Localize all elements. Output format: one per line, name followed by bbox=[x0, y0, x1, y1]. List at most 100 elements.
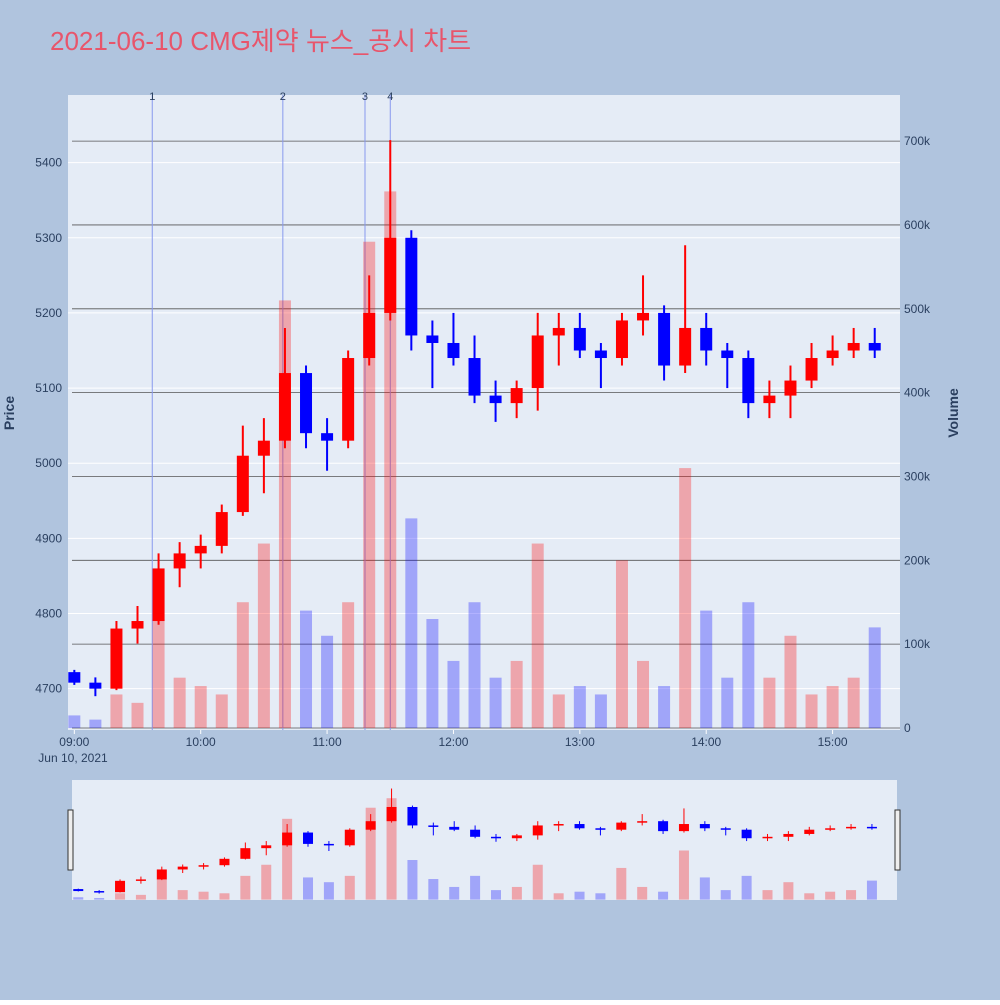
y2-tick-label: 300k bbox=[904, 469, 931, 483]
volume-bar bbox=[300, 610, 313, 728]
candle-body bbox=[68, 672, 81, 683]
x-tick-label: 11:00 bbox=[313, 735, 342, 749]
volume-bar bbox=[616, 867, 627, 900]
y-tick-label: 4900 bbox=[35, 531, 62, 545]
news-label: 4 bbox=[387, 91, 393, 103]
volume-bar bbox=[637, 886, 648, 900]
range-slider[interactable] bbox=[72, 780, 897, 900]
y-tick-label: 5300 bbox=[35, 231, 62, 245]
y2-tick-label: 400k bbox=[904, 386, 931, 400]
chart-title: 2021-06-10 CMG제약 뉴스_공시 차트 bbox=[50, 26, 471, 56]
y-tick-label: 4800 bbox=[35, 607, 62, 621]
volume-bar bbox=[720, 890, 731, 900]
y2-tick-label: 0 bbox=[904, 721, 911, 735]
volume-bar bbox=[763, 677, 776, 728]
candle-body bbox=[490, 836, 501, 839]
x-tick-label: 09:00 bbox=[59, 735, 89, 749]
volume-bar bbox=[866, 880, 877, 900]
volume-bar bbox=[342, 602, 355, 728]
volume-bar bbox=[721, 677, 734, 728]
x-tick-label: 15:00 bbox=[818, 735, 848, 749]
volume-bar bbox=[407, 860, 418, 900]
volume-bar bbox=[783, 882, 794, 900]
candle-body bbox=[365, 821, 376, 830]
candle-body bbox=[384, 237, 397, 313]
candle-body bbox=[552, 327, 565, 336]
volume-bar bbox=[257, 543, 270, 728]
candle-body bbox=[763, 395, 776, 404]
volume-bar bbox=[198, 891, 209, 900]
volume-bar bbox=[447, 660, 460, 728]
candle-body bbox=[177, 866, 188, 870]
candle-body bbox=[762, 836, 773, 839]
volume-bar bbox=[236, 602, 249, 728]
candle-body bbox=[94, 891, 105, 893]
candle-body bbox=[784, 380, 797, 396]
volume-bar bbox=[110, 694, 123, 728]
volume-bar bbox=[386, 798, 397, 900]
volume-bar bbox=[240, 875, 251, 900]
volume-bar bbox=[679, 468, 692, 728]
volume-bar bbox=[115, 893, 126, 900]
candle-body bbox=[616, 822, 627, 830]
volume-bar bbox=[282, 818, 293, 900]
candle-body bbox=[866, 826, 877, 829]
candle-body bbox=[342, 358, 355, 441]
volume-bar bbox=[700, 610, 713, 728]
volume-bar bbox=[489, 677, 502, 728]
candle-body bbox=[257, 440, 270, 456]
volume-bar bbox=[73, 897, 84, 900]
range-handle-right[interactable] bbox=[894, 809, 901, 871]
candle-body bbox=[110, 628, 123, 689]
candle-body bbox=[303, 832, 314, 844]
volume-bar bbox=[847, 677, 860, 728]
candle-body bbox=[89, 682, 102, 689]
y2-tick-label: 200k bbox=[904, 553, 931, 567]
volume-bar bbox=[658, 686, 671, 728]
candle-body bbox=[115, 880, 126, 893]
candle-body bbox=[470, 829, 481, 837]
volume-bar bbox=[762, 890, 773, 900]
volume-bar bbox=[805, 694, 818, 728]
candle-body bbox=[532, 825, 543, 836]
volume-bar bbox=[426, 618, 439, 728]
candle-body bbox=[135, 879, 146, 881]
volume-bar bbox=[532, 864, 543, 900]
volume-bar bbox=[637, 660, 650, 728]
volume-bar bbox=[468, 602, 481, 728]
candle-body bbox=[236, 455, 249, 513]
candle-body bbox=[741, 829, 752, 839]
volume-bar bbox=[68, 715, 81, 728]
candle-body bbox=[679, 327, 692, 366]
candle-body bbox=[637, 312, 650, 321]
range-handle-left[interactable] bbox=[67, 809, 74, 871]
volume-bar bbox=[89, 719, 102, 728]
candle-body bbox=[783, 833, 794, 837]
y-tick-label: 5100 bbox=[35, 381, 62, 395]
candle-body bbox=[344, 829, 355, 846]
x-tick-label: 13:00 bbox=[565, 735, 595, 749]
candle-body bbox=[700, 327, 713, 351]
volume-bar bbox=[510, 660, 523, 728]
candle-body bbox=[321, 433, 334, 441]
candle-body bbox=[156, 869, 167, 880]
y-axis-title: Price bbox=[1, 396, 17, 430]
volume-bar bbox=[365, 807, 376, 900]
candle-body bbox=[215, 512, 228, 546]
candle-body bbox=[594, 350, 607, 359]
candle-body bbox=[658, 312, 671, 366]
candle-body bbox=[240, 848, 251, 859]
volume-bar bbox=[615, 560, 628, 728]
volume-bar bbox=[303, 877, 314, 900]
candle-body bbox=[804, 829, 815, 834]
candle-body bbox=[449, 826, 460, 830]
volume-bar bbox=[323, 882, 334, 900]
y2-tick-label: 100k bbox=[904, 637, 931, 651]
candle-body bbox=[278, 373, 291, 441]
candle-body bbox=[386, 806, 397, 822]
candle-body bbox=[73, 889, 84, 892]
volume-bar bbox=[363, 241, 376, 728]
x-tick-label: 10:00 bbox=[186, 735, 216, 749]
news-label: 3 bbox=[362, 91, 368, 103]
candle-body bbox=[323, 843, 334, 846]
